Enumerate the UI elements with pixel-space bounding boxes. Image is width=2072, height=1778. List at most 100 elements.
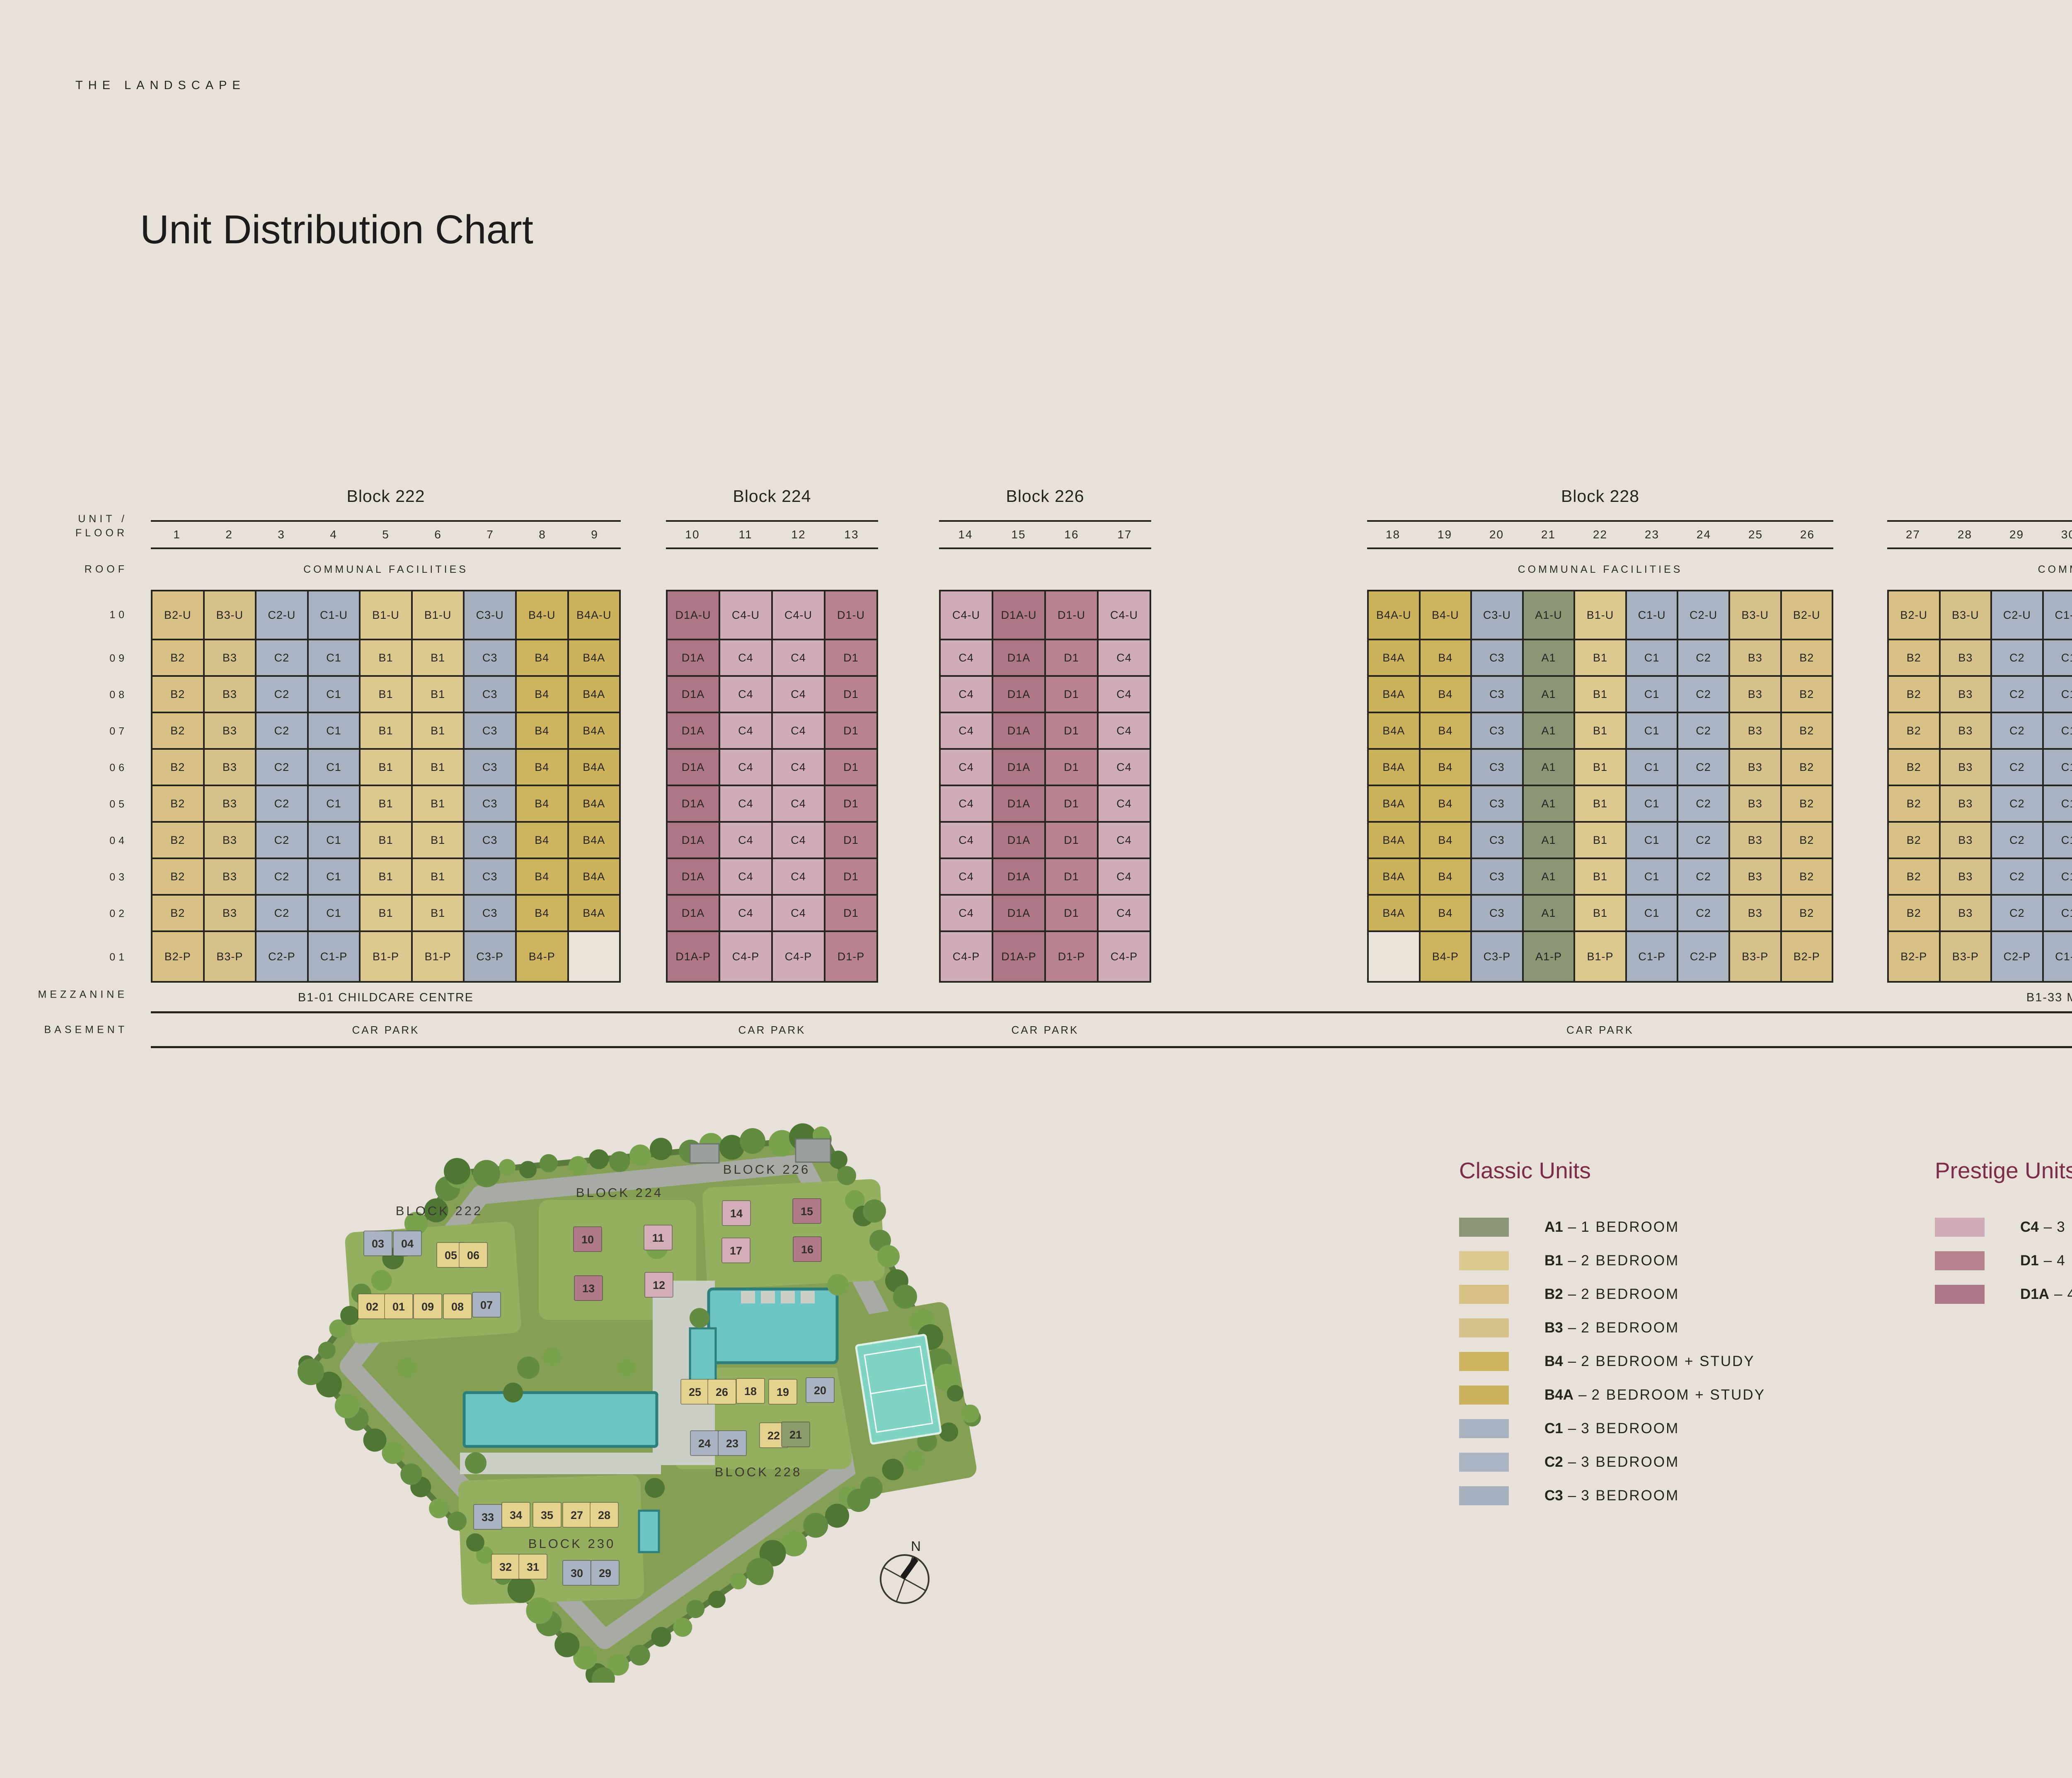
unit-cell: C1: [308, 823, 361, 859]
unit-cell: A1: [1523, 859, 1576, 896]
axis-floor-05: 05: [109, 798, 128, 810]
legend-swatch: [1935, 1251, 1985, 1270]
tree-icon: [690, 1308, 709, 1328]
unit-cell: C4: [1099, 896, 1151, 932]
unit-cell: B4A-U: [1367, 590, 1421, 640]
unit-cell: D1A: [666, 786, 720, 823]
unit-number: 8: [539, 528, 546, 541]
unit-cell: C4: [773, 750, 825, 786]
unit-cell: B1: [1575, 823, 1627, 859]
building-unit-13: [574, 1275, 603, 1301]
unit-cell: C2-U: [257, 590, 309, 640]
building-unit-07: [472, 1292, 501, 1318]
cabana: [741, 1291, 755, 1303]
tree-icon: [526, 1597, 553, 1624]
unit-cell: C4: [1099, 786, 1151, 823]
unit-cell: D1-P: [1046, 932, 1099, 983]
tree-icon: [609, 1151, 630, 1172]
legend-item-a1: A1–1 BEDROOM: [1459, 1210, 1765, 1244]
unit-cell: C3: [1472, 640, 1524, 677]
axis-mezzanine-label: MEZZANINE: [38, 988, 128, 1000]
unit-cell: B3: [204, 896, 257, 932]
unit-cell: B2: [151, 896, 205, 932]
unit-cell: C4: [1099, 640, 1151, 677]
tree-icon: [629, 1645, 650, 1666]
unit-cell: C3: [1472, 677, 1524, 713]
block-grid: B2-UB3-UC2-UC1-UB1-UB1-UC3-UB4-UB4A-UB2B…: [1887, 590, 2072, 983]
unit-cell: D1-P: [825, 932, 878, 983]
basement-divider: [151, 1046, 2072, 1048]
unit-cell: C4-U: [939, 590, 993, 640]
cabana: [801, 1291, 815, 1303]
axis-basement-label: BASEMENT: [44, 1024, 128, 1036]
unit-number: 24: [1696, 528, 1711, 541]
tree-icon: [893, 1284, 917, 1309]
building-unit-number: 34: [510, 1509, 522, 1521]
unit-number: 3: [278, 528, 285, 541]
unit-cell: B2: [1782, 896, 1834, 932]
unit-cell: C4: [773, 713, 825, 750]
tree-icon: [827, 1274, 849, 1296]
unit-cell: B4A: [569, 786, 621, 823]
axis-unit-floor-label: UNIT / FLOOR: [75, 512, 128, 540]
building-unit-number: 09: [421, 1301, 434, 1313]
floor-row: B4A B4 C3 A1 B1 C1 C2 B3 B2: [1367, 823, 1834, 859]
unit-cell: B4A: [1367, 750, 1421, 786]
legend-desc: 4 BEDROOM + STUDY: [2057, 1252, 2072, 1269]
unit-cell: C4: [1099, 823, 1151, 859]
utility-structure: [689, 1143, 720, 1164]
unit-number: 26: [1800, 528, 1815, 541]
tree-icon: [933, 1364, 961, 1391]
unit-cell: B4A: [569, 859, 621, 896]
legend-separator: –: [2054, 1286, 2062, 1302]
unit-cell: B1-P: [412, 932, 465, 983]
tree-icon: [617, 1359, 636, 1377]
unit-cell: D1A-U: [993, 590, 1046, 640]
unit-cell: C2: [1992, 896, 2044, 932]
unit-cell: B2: [1782, 750, 1834, 786]
unit-cell: C4: [939, 896, 993, 932]
legend-prestige: Prestige Units C4–3 BEDROOM + STUDYD1–4 …: [1935, 1157, 2072, 1311]
legend-separator: –: [1568, 1353, 1576, 1369]
unit-cell: B3: [204, 640, 257, 677]
unit-cell: C3-P: [465, 932, 517, 983]
unit-cell: A1: [1523, 823, 1576, 859]
block-unit-numbers: 1 2 3 4 5 6 7 8 9: [151, 520, 621, 549]
unit-cell: C1-P: [308, 932, 361, 983]
unit-cell: A1: [1523, 713, 1576, 750]
unit-cell: B4-U: [516, 590, 569, 640]
block-tables: Block 222 1 2 3 4 5 6 7 8 9 COMMUNAL FACILITIES B2-…: [0, 472, 2072, 1053]
unit-cell: B3-P: [204, 932, 257, 983]
block-basement-label: CAR PARK: [1887, 1013, 2072, 1047]
unit-cell: C4: [939, 640, 993, 677]
unit-number: 2: [225, 528, 233, 541]
tree-icon: [540, 1154, 558, 1172]
unit-cell: B1-U: [361, 590, 413, 640]
floor-row: C4 D1A D1 C4: [939, 713, 1151, 750]
tree-icon: [877, 1245, 900, 1268]
legend-desc: 4 BEDROOM + STUDY: [2067, 1286, 2072, 1303]
legend-code: C3: [1544, 1487, 1563, 1504]
unit-number: 15: [1011, 528, 1026, 541]
legend-prestige-title: Prestige Units: [1935, 1158, 2072, 1183]
unit-cell: B1: [1575, 896, 1627, 932]
tree-icon: [837, 1166, 856, 1185]
floor-row: D1A C4 C4 D1: [666, 859, 878, 896]
unit-cell: C2-U: [1992, 590, 2044, 640]
unit-cell: C4: [773, 859, 825, 896]
unit-cell: C1: [308, 859, 361, 896]
floor-row: C4 D1A D1 C4: [939, 896, 1151, 932]
unit-cell: C4: [939, 677, 993, 713]
legend-swatch: [1935, 1217, 1985, 1237]
unit-cell: B2: [1782, 677, 1834, 713]
unit-cell: C1: [308, 896, 361, 932]
building-unit-number: 08: [451, 1301, 464, 1313]
unit-cell: C3: [465, 640, 517, 677]
unit-cell: B1: [1575, 713, 1627, 750]
floor-row: C4 D1A D1 C4: [939, 677, 1151, 713]
building-unit-number: 04: [401, 1238, 414, 1250]
unit-cell: D1: [825, 896, 878, 932]
